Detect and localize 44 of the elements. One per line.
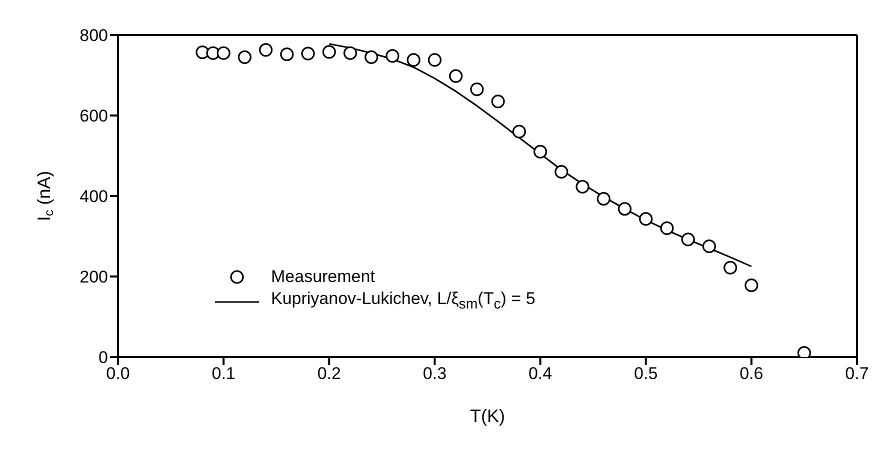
legend-label: Kupriyanov-Lukichev, L/ξ$_{sm}$(T$_{c}$) = 5	[271, 288, 536, 314]
x-tick-label: 0.4	[528, 364, 552, 384]
y-tick-label: 800	[80, 26, 108, 46]
point	[639, 212, 653, 226]
x-tick-label: 0.6	[740, 364, 764, 384]
point	[322, 45, 336, 59]
x-tick-label: 0.1	[212, 364, 236, 384]
point	[301, 46, 315, 60]
point	[196, 46, 210, 60]
point	[702, 240, 716, 254]
point	[797, 346, 812, 357]
y-tick-label: 600	[80, 106, 108, 126]
point	[449, 69, 463, 83]
point	[406, 53, 420, 67]
y-tick-label: 400	[80, 187, 108, 206]
x-tick-label: 0.7	[845, 364, 869, 384]
point	[724, 260, 738, 274]
point	[216, 46, 230, 60]
point	[533, 144, 548, 159]
point	[428, 53, 442, 67]
point	[470, 82, 484, 96]
x-axis-title: T(K)	[470, 406, 505, 426]
point	[386, 49, 400, 63]
point	[596, 192, 610, 206]
x-tick-label: 0.0	[106, 364, 130, 384]
x-tick-label: 0.5	[634, 364, 658, 384]
point	[238, 50, 252, 64]
x-tick-label: 0.2	[317, 364, 341, 384]
point	[259, 43, 273, 57]
point	[343, 46, 358, 60]
x-tick-label: 0.3	[422, 364, 447, 384]
y-tick-label: 0	[98, 348, 108, 368]
legend-label: Measurement	[271, 266, 375, 288]
point	[280, 48, 294, 62]
point	[660, 221, 674, 235]
point	[554, 165, 568, 179]
point	[618, 202, 632, 216]
point	[364, 50, 378, 64]
point	[576, 180, 590, 194]
y-tick-label: 200	[80, 268, 108, 287]
point	[744, 278, 758, 292]
point	[512, 124, 526, 138]
point	[681, 232, 695, 246]
point	[491, 94, 505, 108]
